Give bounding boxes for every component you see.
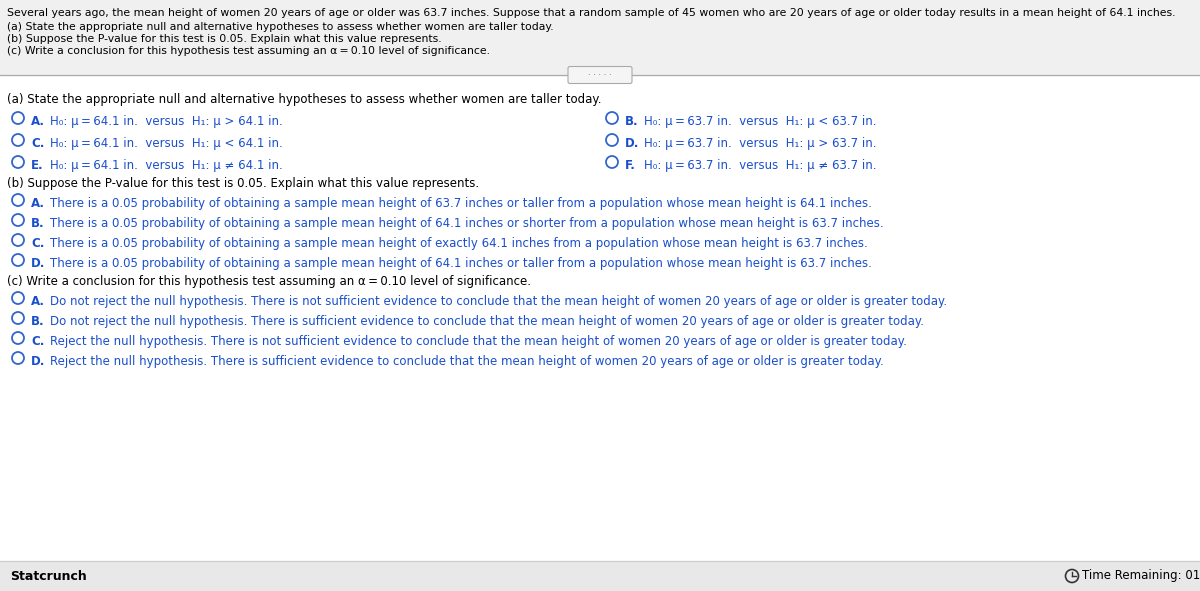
Text: H₀: μ = 64.1 in.  versus  H₁: μ ≠ 64.1 in.: H₀: μ = 64.1 in. versus H₁: μ ≠ 64.1 in. [50, 159, 283, 172]
Text: · · · · ·: · · · · · [588, 70, 612, 80]
Text: (a) State the appropriate null and alternative hypotheses to assess whether wome: (a) State the appropriate null and alter… [7, 22, 553, 32]
Text: There is a 0.05 probability of obtaining a sample mean height of 64.1 inches or : There is a 0.05 probability of obtaining… [50, 217, 883, 230]
Text: A.: A. [31, 197, 46, 210]
Text: (b) Suppose the P-value for this test is 0.05. Explain what this value represent: (b) Suppose the P-value for this test is… [7, 177, 479, 190]
Text: H₀: μ = 63.7 in.  versus  H₁: μ > 63.7 in.: H₀: μ = 63.7 in. versus H₁: μ > 63.7 in. [644, 137, 876, 150]
Text: A.: A. [31, 295, 46, 308]
Text: B.: B. [31, 315, 44, 328]
Text: There is a 0.05 probability of obtaining a sample mean height of exactly 64.1 in: There is a 0.05 probability of obtaining… [50, 237, 868, 250]
Text: Time Remaining: 01:3: Time Remaining: 01:3 [1082, 570, 1200, 583]
Text: A.: A. [31, 115, 46, 128]
Text: (c) Write a conclusion for this hypothesis test assuming an α = 0.10 level of si: (c) Write a conclusion for this hypothes… [7, 275, 530, 288]
Text: C.: C. [31, 137, 44, 150]
Text: D.: D. [31, 355, 46, 368]
Text: B.: B. [31, 217, 44, 230]
Text: C.: C. [31, 335, 44, 348]
Text: H₀: μ = 63.7 in.  versus  H₁: μ < 63.7 in.: H₀: μ = 63.7 in. versus H₁: μ < 63.7 in. [644, 115, 876, 128]
Text: There is a 0.05 probability of obtaining a sample mean height of 63.7 inches or : There is a 0.05 probability of obtaining… [50, 197, 872, 210]
FancyBboxPatch shape [568, 67, 632, 83]
Text: Several years ago, the mean height of women 20 years of age or older was 63.7 in: Several years ago, the mean height of wo… [7, 8, 1176, 18]
Text: E.: E. [31, 159, 43, 172]
Text: H₀: μ = 64.1 in.  versus  H₁: μ > 64.1 in.: H₀: μ = 64.1 in. versus H₁: μ > 64.1 in. [50, 115, 283, 128]
Text: (b) Suppose the P-value for this test is 0.05. Explain what this value represent: (b) Suppose the P-value for this test is… [7, 34, 442, 44]
Text: D.: D. [625, 137, 640, 150]
Text: H₀: μ = 63.7 in.  versus  H₁: μ ≠ 63.7 in.: H₀: μ = 63.7 in. versus H₁: μ ≠ 63.7 in. [644, 159, 876, 172]
Text: (a) State the appropriate null and alternative hypotheses to assess whether wome: (a) State the appropriate null and alter… [7, 93, 601, 106]
Text: Reject the null hypothesis. There is not sufficient evidence to conclude that th: Reject the null hypothesis. There is not… [50, 335, 907, 348]
Text: Do not reject the null hypothesis. There is sufficient evidence to conclude that: Do not reject the null hypothesis. There… [50, 315, 924, 328]
Text: F.: F. [625, 159, 636, 172]
Text: Reject the null hypothesis. There is sufficient evidence to conclude that the me: Reject the null hypothesis. There is suf… [50, 355, 883, 368]
Text: Statcrunch: Statcrunch [10, 570, 86, 583]
Text: D.: D. [31, 257, 46, 270]
Text: H₀: μ = 64.1 in.  versus  H₁: μ < 64.1 in.: H₀: μ = 64.1 in. versus H₁: μ < 64.1 in. [50, 137, 283, 150]
Text: C.: C. [31, 237, 44, 250]
Text: B.: B. [625, 115, 638, 128]
Bar [0, 561, 1200, 591]
Bar [0, 0, 1200, 75]
Text: Do not reject the null hypothesis. There is not sufficient evidence to conclude : Do not reject the null hypothesis. There… [50, 295, 947, 308]
Text: There is a 0.05 probability of obtaining a sample mean height of 64.1 inches or : There is a 0.05 probability of obtaining… [50, 257, 872, 270]
Text: (c) Write a conclusion for this hypothesis test assuming an α = 0.10 level of si: (c) Write a conclusion for this hypothes… [7, 46, 490, 56]
